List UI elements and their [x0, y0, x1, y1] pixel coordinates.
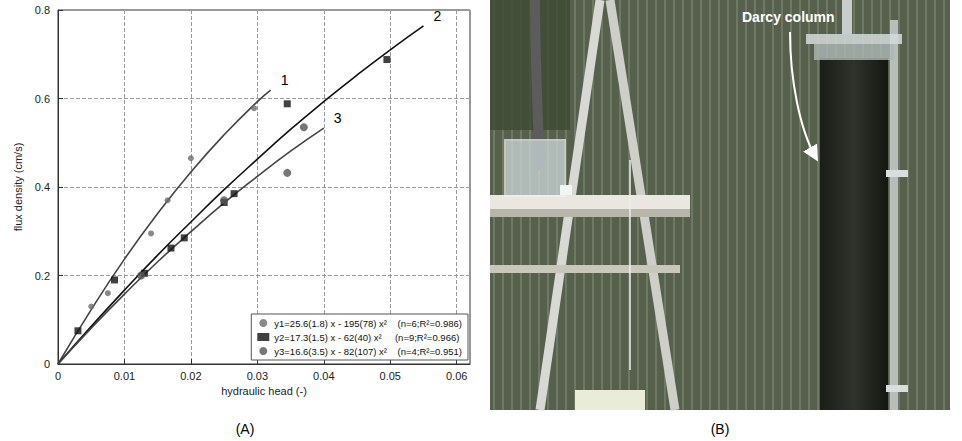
svg-text:2: 2 [433, 8, 441, 24]
svg-text:0.01: 0.01 [114, 370, 135, 382]
svg-text:3: 3 [334, 110, 342, 126]
svg-text:1: 1 [281, 72, 289, 88]
svg-text:0.04: 0.04 [313, 370, 334, 382]
svg-text:0.05: 0.05 [380, 370, 401, 382]
svg-text:y3=16.6(3.5) x - 82(107) x²: y3=16.6(3.5) x - 82(107) x² (n=4;R²=0.95… [274, 346, 462, 357]
svg-text:0.6: 0.6 [35, 93, 50, 105]
svg-text:y1=25.6(1.8) x - 195(78) x²: y1=25.6(1.8) x - 195(78) x² (n=6;R²=0.98… [274, 318, 462, 329]
svg-text:0: 0 [55, 370, 61, 382]
svg-text:0.06: 0.06 [446, 370, 467, 382]
svg-text:0.2: 0.2 [35, 270, 50, 282]
svg-text:0: 0 [44, 358, 50, 370]
svg-text:(B): (B) [711, 421, 730, 437]
svg-text:Darcy column: Darcy column [742, 9, 835, 25]
html-text:(A): (A) [235, 421, 255, 437]
svg-text:0.8: 0.8 [35, 4, 50, 16]
svg-text:0.02: 0.02 [180, 370, 201, 382]
svg-text:0.4: 0.4 [35, 181, 50, 193]
svg-text:0.03: 0.03 [247, 370, 268, 382]
svg-text:flux density (cm/s): flux density (cm/s) [12, 143, 24, 232]
svg-text:y2=17.3(1.5) x - 62(40) x²: y2=17.3(1.5) x - 62(40) x² (n=9;R²=0.966… [274, 332, 459, 343]
svg-text:hydraulic head (-): hydraulic head (-) [221, 385, 307, 397]
